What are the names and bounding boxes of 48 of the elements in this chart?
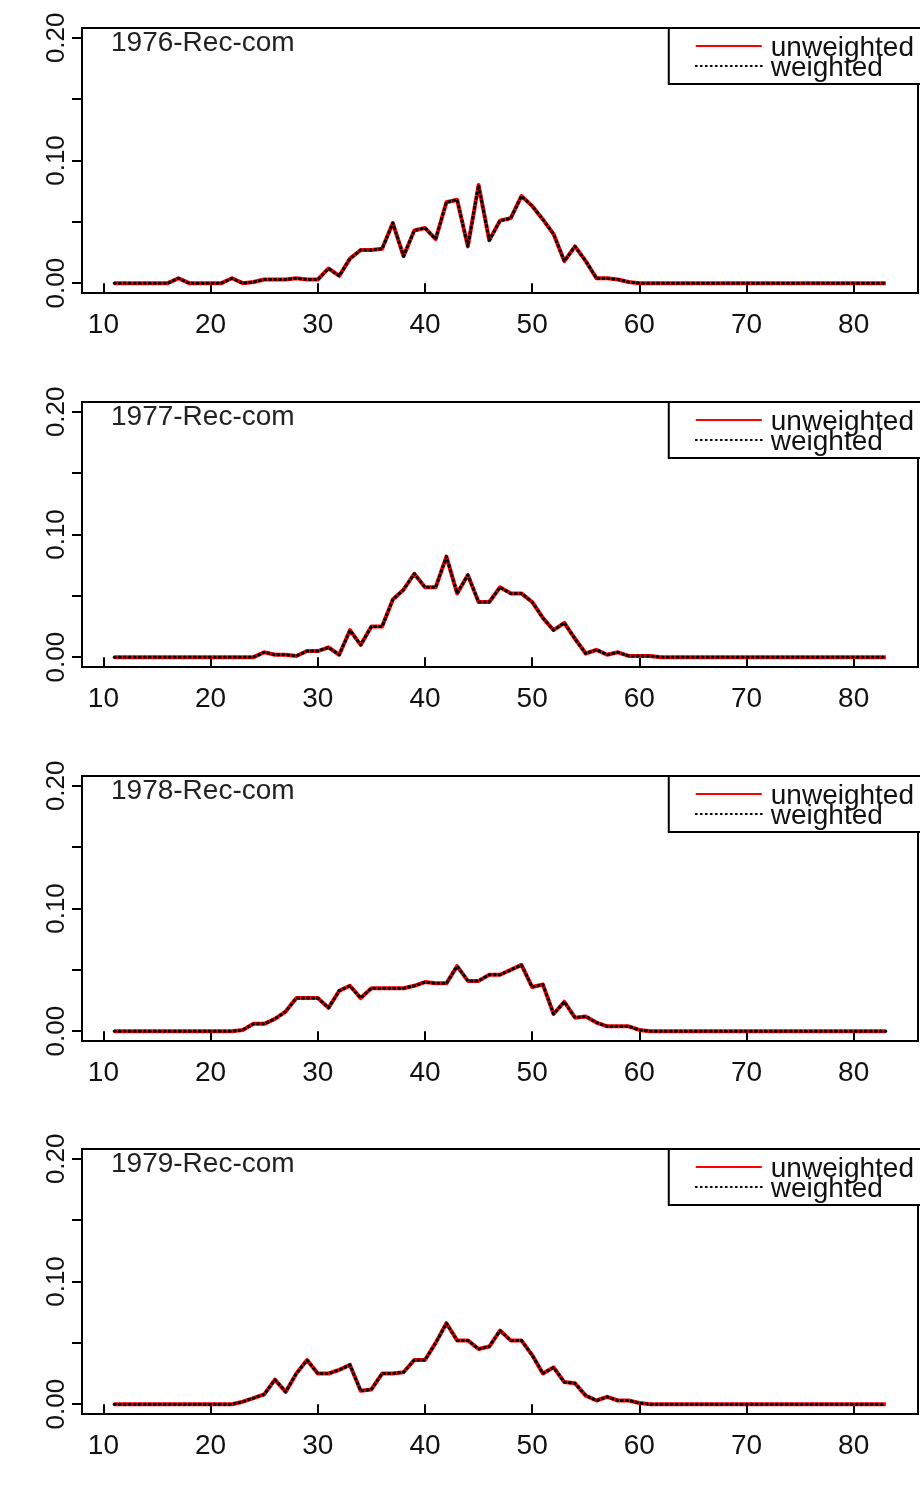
x-tick-label: 30 xyxy=(302,307,334,339)
x-tick-label: 70 xyxy=(730,1428,763,1460)
y-tick-label: 0.10 xyxy=(40,508,70,560)
x-tick-label: 30 xyxy=(302,1428,334,1460)
x-tick-label: 70 xyxy=(730,1055,763,1086)
x-tick-label: 20 xyxy=(195,307,227,339)
x-tick-label: 70 xyxy=(730,307,763,339)
x-tick-label: 50 xyxy=(516,1055,548,1086)
x-tick-label: 50 xyxy=(516,307,548,339)
x-tick-label: 80 xyxy=(838,307,870,339)
x-tick-label: 60 xyxy=(623,1055,655,1086)
x-tick-label: 60 xyxy=(623,1428,655,1460)
x-tick-label: 60 xyxy=(623,681,655,713)
y-tick-label: 0.10 xyxy=(40,135,70,186)
y-tick-label: 0.10 xyxy=(40,882,70,934)
x-tick-label: 10 xyxy=(87,681,120,713)
x-tick-label: 20 xyxy=(195,1055,227,1086)
x-tick-label: 10 xyxy=(87,307,120,339)
x-tick-label: 80 xyxy=(838,1428,870,1460)
x-tick-label: 10 xyxy=(87,1055,120,1086)
y-tick-label: 0.00 xyxy=(40,1379,70,1430)
y-tick-label: 0.20 xyxy=(40,760,70,811)
x-tick-label: 60 xyxy=(623,307,655,339)
y-tick-label: 0.20 xyxy=(40,386,70,437)
x-tick-label: 40 xyxy=(409,681,441,713)
x-tick-label: 80 xyxy=(838,1055,870,1086)
x-tick-label: 80 xyxy=(838,681,870,713)
y-tick-label: 0.00 xyxy=(40,1005,70,1056)
chart-title: 1978-Rec-com xyxy=(111,773,295,804)
y-tick-label: 0.10 xyxy=(40,1256,70,1308)
y-tick-label: 0.20 xyxy=(40,12,70,64)
x-tick-label: 10 xyxy=(87,1428,120,1460)
x-tick-label: 20 xyxy=(195,1428,227,1460)
x-tick-label: 30 xyxy=(302,681,334,713)
y-tick-label: 0.00 xyxy=(40,257,70,309)
x-tick-label: 40 xyxy=(409,1428,441,1460)
x-tick-label: 20 xyxy=(195,681,227,713)
x-tick-label: 40 xyxy=(409,1055,441,1086)
y-tick-label: 0.20 xyxy=(40,1133,70,1185)
x-tick-label: 70 xyxy=(730,681,763,713)
chart-title: 1977-Rec-com xyxy=(111,399,295,431)
y-tick-label: 0.00 xyxy=(40,631,70,683)
chart-title: 1979-Rec-com xyxy=(111,1146,295,1178)
x-tick-label: 40 xyxy=(409,307,441,339)
x-tick-label: 50 xyxy=(516,681,548,713)
x-tick-label: 30 xyxy=(302,1055,334,1086)
chart-title: 1976-Rec-com xyxy=(111,25,295,57)
x-tick-label: 50 xyxy=(516,1428,548,1460)
